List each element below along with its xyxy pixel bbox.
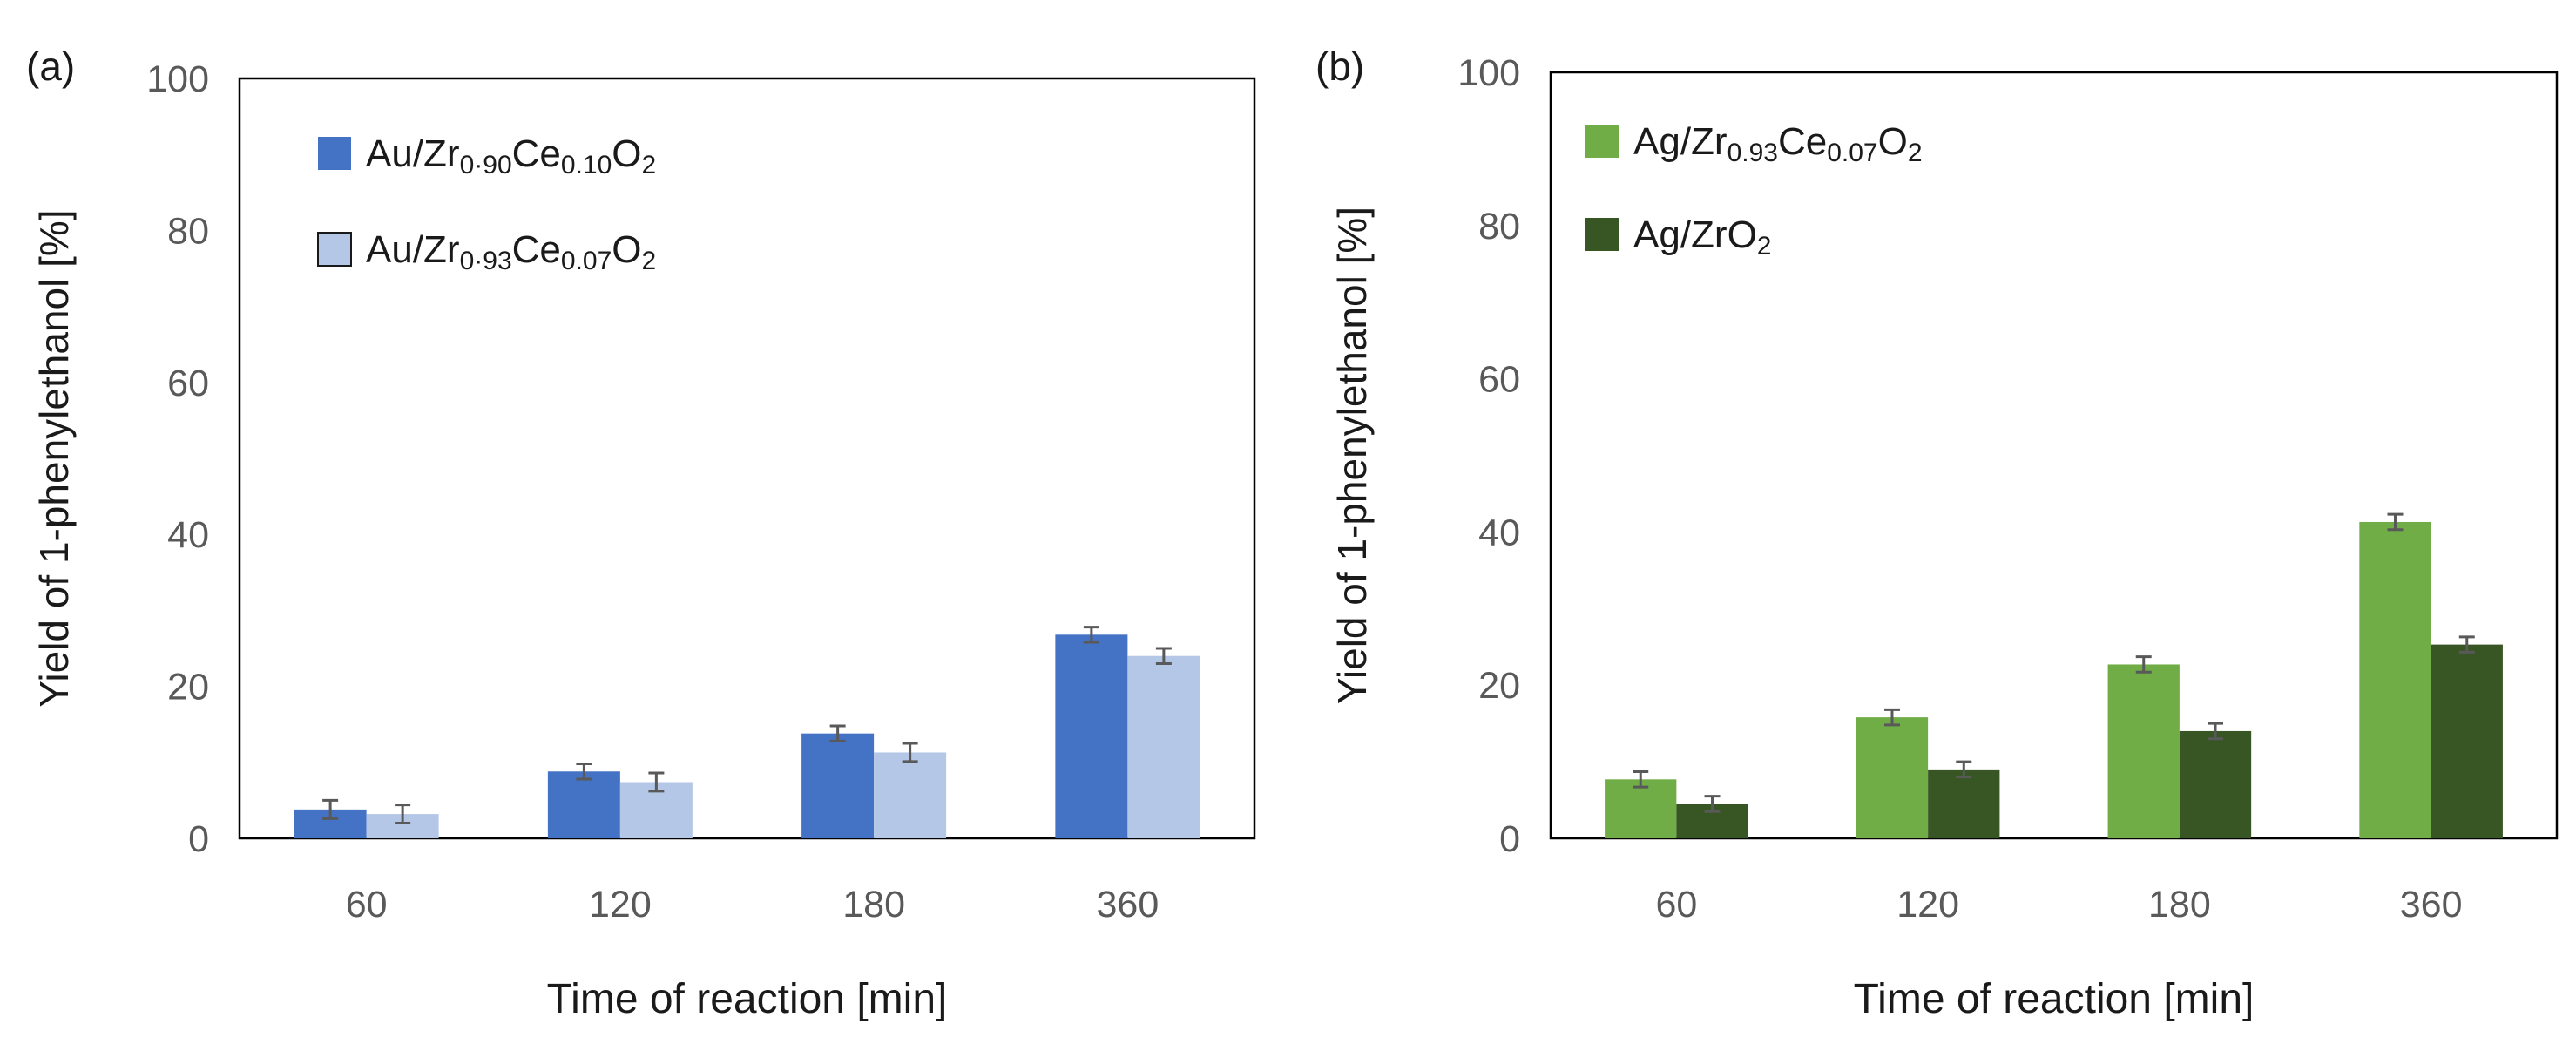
legend-entry: Ag/Zr0.93Ce0.07O2 — [1633, 120, 1923, 167]
legend-subscript: 2 — [1757, 232, 1772, 261]
y-tick-label: 80 — [167, 210, 209, 252]
y-tick-label: 0 — [1499, 818, 1520, 860]
error-bar — [395, 804, 411, 825]
plot-frame — [1549, 71, 2559, 840]
y-tick-label: 60 — [1478, 359, 1520, 401]
error-bar — [1633, 770, 1649, 789]
legend-text: Ag/ZrO — [1633, 214, 1757, 256]
y-tick-label: 0 — [188, 818, 209, 860]
bar-series1-60 — [1605, 779, 1677, 838]
y-tick-label: 20 — [167, 667, 209, 709]
y-tick-label: 60 — [167, 363, 209, 404]
x-tick-label: 180 — [2148, 884, 2211, 926]
legend-text: Ag/Zr — [1633, 120, 1727, 163]
x-tick-label: 360 — [1097, 884, 1160, 926]
error-bar — [576, 763, 592, 781]
legend-text: Au/Zr — [366, 132, 460, 175]
legend-subscript: 2 — [642, 151, 657, 180]
bar-series1-120 — [547, 771, 620, 838]
y-axis-label: Yield of 1-phenylethanol [%] — [31, 209, 77, 707]
x-tick-label: 360 — [2400, 884, 2463, 926]
error-bar — [1155, 647, 1172, 665]
legend-subscript: 0·90 — [460, 151, 512, 180]
error-bar — [902, 742, 918, 763]
error-bar — [648, 771, 665, 793]
panel-label: (a) — [26, 44, 75, 89]
x-tick-label: 180 — [842, 884, 905, 926]
legend-text: Ce — [1778, 120, 1827, 163]
legend-subscript: 0.93 — [1727, 139, 1778, 167]
legend-swatch — [1585, 218, 1619, 251]
y-tick-label: 40 — [1478, 512, 1520, 553]
legend-text: O — [1878, 120, 1908, 163]
error-bar — [1704, 795, 1721, 813]
bar-series2-180 — [2179, 730, 2252, 838]
legend-text: Ce — [512, 132, 561, 175]
bar-series2-360 — [2431, 644, 2503, 838]
x-tick-label: 120 — [589, 884, 652, 926]
error-bar — [1883, 708, 1900, 727]
legend-text: Au/Zr — [366, 228, 460, 271]
legend-swatch — [318, 137, 351, 170]
y-tick-label: 100 — [146, 58, 209, 100]
legend-subscript: 2 — [642, 247, 657, 275]
error-bar — [2387, 512, 2404, 532]
chart-panel-b: (b) 0 20 40 60 80 100 Yield of 1-phenylethanol … — [1315, 44, 2559, 1022]
bar-series1-120 — [1856, 717, 1929, 838]
error-bar — [1956, 760, 1972, 779]
legend-text: O — [612, 132, 641, 175]
error-bar — [2458, 635, 2475, 654]
y-tick-label: 100 — [1457, 52, 1520, 94]
error-bar — [829, 724, 846, 742]
error-bar — [2208, 722, 2224, 741]
legend-subscript: 0·93 — [460, 247, 512, 275]
error-bar — [322, 798, 339, 820]
chart-panel-a: (a) 0 20 40 60 80 100 Yield of 1-phenylethanol … — [26, 44, 1256, 1022]
legend-text: O — [612, 228, 641, 271]
y-tick-label: 20 — [1478, 665, 1520, 707]
bar-series1-360 — [2359, 521, 2431, 838]
panel-label: (b) — [1315, 44, 1364, 89]
plot-frame — [238, 77, 1256, 840]
y-axis-label: Yield of 1-phenylethanol [%] — [1329, 207, 1375, 704]
x-axis-label: Time of reaction [min] — [1854, 976, 2255, 1022]
bar-series2-180 — [874, 752, 947, 838]
bar-series1-180 — [801, 733, 875, 838]
legend-swatch — [317, 232, 352, 267]
legend-swatch — [1585, 125, 1619, 158]
legend-text: Ce — [512, 228, 561, 271]
legend-entry: Au/Zr0·90Ce0.10O2 — [366, 132, 656, 180]
bar-series2-360 — [1127, 655, 1200, 838]
error-bar — [2135, 655, 2152, 674]
x-tick-label: 120 — [1897, 884, 1959, 926]
legend-subscript: 2 — [1908, 139, 1923, 167]
legend-subscript: 0.07 — [1827, 139, 1877, 167]
error-bar — [1083, 626, 1099, 644]
x-tick-label: 60 — [346, 884, 388, 926]
bar-series2-120 — [1928, 769, 2000, 838]
legend-entry: Au/Zr0·93Ce0.07O2 — [366, 228, 656, 275]
legend-subscript: 0.10 — [561, 151, 612, 180]
bar-series1-360 — [1055, 634, 1128, 838]
x-axis-label: Time of reaction [min] — [547, 976, 948, 1022]
legend-subscript: 0.07 — [561, 247, 612, 275]
bar-series1-180 — [2107, 664, 2180, 838]
x-tick-label: 60 — [1655, 884, 1697, 926]
y-tick-label: 40 — [167, 514, 209, 556]
legend-entry: Ag/ZrO2 — [1633, 214, 1771, 261]
y-tick-label: 80 — [1478, 206, 1520, 247]
